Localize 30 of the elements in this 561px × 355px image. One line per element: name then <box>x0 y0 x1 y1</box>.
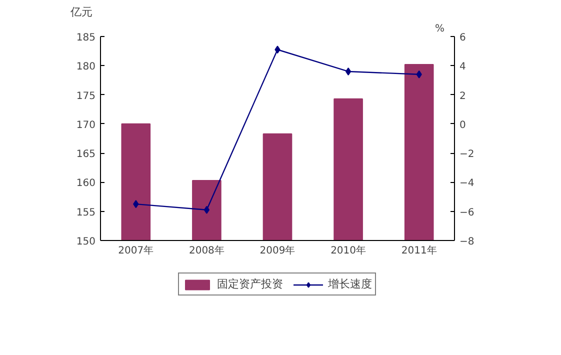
y-axis-title: 亿元 <box>70 6 92 18</box>
y-tick-label: 155 <box>76 207 96 218</box>
legend-label: 固定资产投资 <box>217 276 283 292</box>
y2-tick-label: −4 <box>460 178 474 190</box>
y-tick-label: 180 <box>76 62 96 73</box>
point <box>345 67 352 76</box>
x-tick-label: 2011年 <box>401 244 437 256</box>
x-tick-label: 2009年 <box>260 244 296 256</box>
y-tick-label: 160 <box>76 178 96 190</box>
y2-axis-title: % <box>435 24 445 34</box>
x-tick-label: 2007年 <box>118 244 154 256</box>
y-tick-label: 185 <box>76 32 96 44</box>
point <box>274 46 280 54</box>
y-tick-label: 175 <box>76 90 96 102</box>
y2-tick-label: −6 <box>460 207 474 218</box>
y2-tick-label: 4 <box>460 62 466 73</box>
point <box>133 200 139 208</box>
y-tick-label: 150 <box>76 236 96 248</box>
y2-tick-label: 2 <box>460 90 466 102</box>
y2-tick-label: −2 <box>460 149 474 160</box>
y-tick-label: 165 <box>76 149 96 160</box>
point <box>204 206 210 214</box>
y-tick-label: 170 <box>76 120 96 131</box>
y2-tick-label: 0 <box>460 120 466 131</box>
y2-tick-label: 6 <box>460 32 466 44</box>
x-tick-label: 2008年 <box>188 244 224 256</box>
y2-tick-label: −8 <box>460 236 474 248</box>
x-tick-label: 2010年 <box>330 244 366 256</box>
point <box>416 70 422 78</box>
legend-label: 增长速度 <box>328 276 372 292</box>
